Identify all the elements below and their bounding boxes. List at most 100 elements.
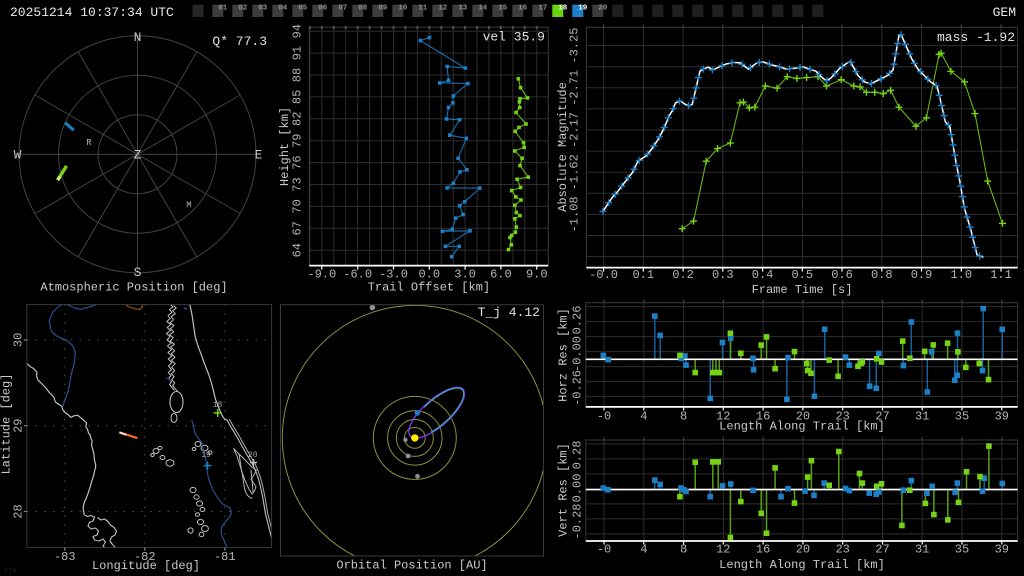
svg-text:Horz Res [km]: Horz Res [km] [557, 308, 571, 402]
svg-text:07: 07 [338, 4, 347, 12]
svg-text:76: 76 [291, 155, 305, 169]
svg-text:0.8: 0.8 [871, 268, 893, 282]
svg-text:18: 18 [213, 401, 223, 410]
svg-text:9.0: 9.0 [526, 268, 548, 282]
svg-text:18: 18 [558, 4, 568, 12]
svg-text:16: 16 [518, 4, 528, 12]
svg-text:85: 85 [291, 90, 305, 104]
svg-text:02: 02 [238, 4, 248, 12]
svg-text:79: 79 [291, 133, 305, 147]
svg-text:88: 88 [291, 68, 305, 82]
svg-text:11: 11 [418, 4, 428, 12]
svg-text:27: 27 [875, 410, 889, 424]
svg-text:16: 16 [756, 543, 770, 557]
svg-text:mass -1.92: mass -1.92 [937, 30, 1015, 45]
svg-text:-1.08: -1.08 [568, 196, 582, 232]
svg-text:-0: -0 [597, 410, 611, 424]
svg-text:Trail Offset [km]: Trail Offset [km] [368, 281, 490, 295]
svg-text:vel 35.9: vel 35.9 [483, 30, 545, 45]
svg-text:73: 73 [291, 177, 305, 191]
svg-text:Latitude [deg]: Latitude [deg] [0, 374, 14, 475]
svg-text:rjw: rjw [4, 567, 17, 575]
svg-text:-2.17: -2.17 [568, 112, 582, 148]
svg-text:08: 08 [358, 4, 368, 12]
svg-text:Length Along Trail [km]: Length Along Trail [km] [719, 420, 885, 434]
svg-text:0.4: 0.4 [752, 268, 774, 282]
svg-text:19: 19 [201, 451, 211, 460]
svg-text:Frame Time [s]: Frame Time [s] [752, 283, 853, 297]
svg-text:-81: -81 [214, 550, 236, 564]
svg-text:06: 06 [318, 4, 328, 12]
svg-text:0.5: 0.5 [791, 268, 813, 282]
svg-text:20: 20 [796, 410, 810, 424]
svg-text:91: 91 [291, 46, 305, 60]
svg-text:-82: -82 [134, 550, 156, 564]
svg-text:01: 01 [218, 4, 228, 12]
svg-text:70: 70 [291, 199, 305, 213]
svg-text:28: 28 [12, 504, 26, 518]
svg-text:04: 04 [278, 4, 288, 12]
svg-text:T_j 4.12: T_j 4.12 [478, 305, 540, 320]
svg-text:8: 8 [680, 410, 687, 424]
svg-text:Vert Res [km]: Vert Res [km] [557, 443, 571, 537]
svg-text:Orbital Position [AU]: Orbital Position [AU] [336, 559, 487, 573]
svg-text:-3.25: -3.25 [568, 28, 582, 64]
svg-text:6.0: 6.0 [490, 268, 512, 282]
svg-text:31: 31 [915, 410, 929, 424]
svg-text:Atmospheric Position [deg]: Atmospheric Position [deg] [40, 281, 227, 295]
svg-text:30: 30 [12, 333, 26, 347]
svg-text:35: 35 [955, 543, 969, 557]
svg-text:0.2: 0.2 [672, 268, 694, 282]
svg-text:39: 39 [995, 543, 1009, 557]
svg-text:13: 13 [458, 4, 468, 12]
svg-text:39: 39 [995, 410, 1009, 424]
svg-text:0.3: 0.3 [712, 268, 734, 282]
svg-text:-0.00: -0.00 [571, 336, 585, 372]
svg-text:Absolute Magnitude: Absolute Magnitude [556, 82, 570, 212]
svg-text:0.28: 0.28 [571, 441, 585, 470]
svg-text:20: 20 [796, 543, 810, 557]
svg-text:4: 4 [640, 410, 647, 424]
svg-text:0.0: 0.0 [418, 268, 440, 282]
svg-text:05: 05 [298, 4, 308, 12]
svg-text:-0.26: -0.26 [571, 370, 585, 406]
svg-text:Longitude [deg]: Longitude [deg] [92, 559, 200, 573]
svg-text:Height [km]: Height [km] [278, 107, 292, 186]
svg-text:Length Along Trail [km]: Length Along Trail [km] [719, 558, 885, 572]
svg-text:-0: -0 [597, 543, 611, 557]
svg-text:-83: -83 [54, 550, 76, 564]
svg-text:35: 35 [955, 410, 969, 424]
svg-text:-2.71: -2.71 [568, 70, 582, 106]
svg-text:W: W [14, 148, 22, 163]
svg-text:-9.0: -9.0 [307, 268, 336, 282]
svg-text:-3.0: -3.0 [379, 268, 408, 282]
svg-text:4: 4 [640, 543, 647, 557]
svg-text:15: 15 [498, 4, 508, 12]
svg-text:N: N [134, 30, 142, 45]
svg-text:09: 09 [378, 4, 388, 12]
svg-text:S: S [134, 265, 142, 280]
svg-text:10: 10 [398, 4, 408, 12]
svg-text:-0.0: -0.0 [589, 268, 618, 282]
svg-text:29: 29 [12, 418, 26, 432]
svg-text:31: 31 [915, 543, 929, 557]
svg-text:0.6: 0.6 [831, 268, 853, 282]
svg-text:23: 23 [835, 543, 849, 557]
svg-text:Z: Z [134, 148, 142, 163]
svg-text:M: M [186, 201, 191, 211]
svg-text:82: 82 [291, 112, 305, 126]
svg-text:0.1: 0.1 [632, 268, 654, 282]
svg-text:R: R [86, 138, 92, 148]
svg-text:GEM: GEM [993, 5, 1016, 20]
svg-text:03: 03 [258, 4, 268, 12]
svg-text:17: 17 [538, 4, 547, 12]
svg-text:-1.62: -1.62 [568, 154, 582, 190]
svg-text:20: 20 [598, 4, 608, 12]
svg-text:0.26: 0.26 [571, 306, 585, 335]
svg-text:8: 8 [680, 543, 687, 557]
svg-text:94: 94 [291, 24, 305, 38]
svg-text:14: 14 [478, 4, 488, 12]
svg-text:20251214 10:37:34 UTC: 20251214 10:37:34 UTC [10, 5, 174, 20]
svg-text:0.9: 0.9 [911, 268, 933, 282]
svg-text:1.0: 1.0 [950, 268, 972, 282]
